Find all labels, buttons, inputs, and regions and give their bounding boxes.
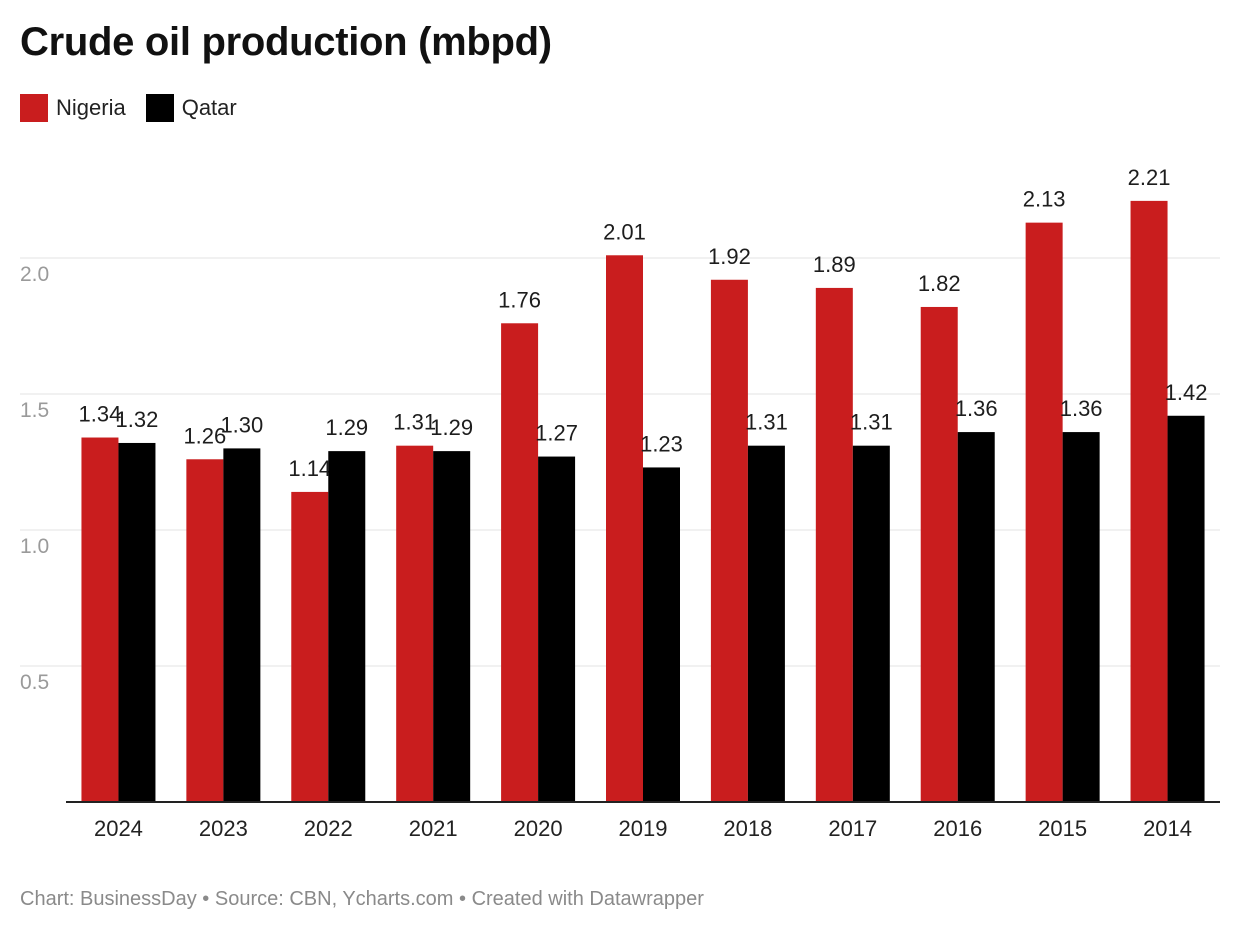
bar-qatar-2014	[1167, 415, 1205, 802]
data-label-qatar-2016: 1.36	[955, 396, 998, 421]
bar-qatar-2017	[852, 445, 890, 802]
bar-nigeria-2020	[501, 323, 539, 802]
legend-label-nigeria: Nigeria	[56, 95, 126, 120]
data-label-qatar-2017: 1.31	[850, 410, 893, 435]
bar-qatar-2019	[643, 467, 680, 802]
bar-qatar-2016	[957, 432, 995, 802]
bar-nigeria-2016	[920, 306, 958, 802]
x-tick-label: 2020	[514, 816, 563, 841]
x-tick-label: 2019	[619, 816, 668, 841]
bar-nigeria-2018	[710, 279, 748, 802]
data-label-qatar-2014: 1.42	[1165, 380, 1208, 405]
chart-footer: Chart: BusinessDay • Source: CBN, Ychart…	[20, 888, 704, 910]
x-tick-label: 2016	[933, 816, 982, 841]
legend-item-nigeria: Nigeria	[20, 94, 126, 122]
bar-nigeria-2015	[1025, 222, 1063, 802]
data-label-nigeria-2017: 1.89	[813, 252, 856, 277]
y-tick-label: 0.5	[20, 671, 49, 694]
data-label-nigeria-2015: 2.13	[1023, 187, 1066, 212]
data-label-qatar-2021: 1.29	[430, 415, 473, 440]
legend-label-qatar: Qatar	[181, 95, 237, 120]
x-tick-label: 2015	[1038, 816, 1087, 841]
chart-title: Crude oil production (mbpd)	[20, 20, 552, 64]
data-label-nigeria-2016: 1.82	[918, 271, 961, 296]
bar-nigeria-2022	[291, 491, 329, 802]
data-label-qatar-2022: 1.29	[325, 415, 368, 440]
bar-nigeria-2014	[1130, 200, 1168, 802]
bar-qatar-2022	[328, 451, 366, 802]
bar-qatar-2021	[433, 451, 471, 802]
bar-qatar-2023	[223, 448, 261, 802]
bar-qatar-2024	[118, 442, 156, 802]
bar-qatar-2020	[538, 456, 576, 802]
data-label-nigeria-2020: 1.76	[498, 287, 541, 312]
data-label-nigeria-2021: 1.31	[393, 410, 436, 435]
legend-item-qatar: Qatar	[145, 94, 237, 122]
bar-nigeria-2021	[396, 445, 434, 802]
data-label-qatar-2019: 1.23	[640, 431, 683, 456]
data-label-qatar-2020: 1.27	[535, 421, 578, 446]
y-tick-label: 1.0	[20, 535, 49, 558]
x-tick-label: 2018	[723, 816, 772, 841]
bar-nigeria-2019	[606, 255, 643, 802]
data-label-qatar-2018: 1.31	[745, 410, 788, 435]
bar-qatar-2018	[747, 445, 785, 802]
legend-swatch-qatar	[145, 94, 174, 122]
bar-nigeria-2017	[815, 287, 853, 802]
bar-nigeria-2024	[81, 437, 119, 802]
x-tick-label: 2024	[94, 816, 143, 841]
legend-swatch-nigeria	[20, 94, 48, 122]
data-label-nigeria-2023: 1.26	[183, 423, 226, 448]
data-label-nigeria-2019: 2.01	[603, 219, 646, 244]
x-tick-label: 2022	[304, 816, 353, 841]
bar-nigeria-2023	[186, 459, 224, 802]
data-label-qatar-2015: 1.36	[1060, 396, 1103, 421]
x-tick-label: 2023	[199, 816, 248, 841]
data-label-qatar-2023: 1.30	[220, 412, 263, 437]
x-tick-label: 2014	[1143, 816, 1192, 841]
x-tick-label: 2017	[828, 816, 877, 841]
data-label-nigeria-2014: 2.21	[1128, 165, 1171, 190]
data-label-nigeria-2018: 1.92	[708, 244, 751, 269]
y-tick-label: 2.0	[20, 263, 49, 286]
y-tick-label: 1.5	[20, 399, 49, 422]
x-tick-label: 2021	[409, 816, 458, 841]
data-label-nigeria-2022: 1.14	[288, 456, 331, 481]
data-label-qatar-2024: 1.32	[116, 407, 159, 432]
bar-qatar-2015	[1062, 432, 1100, 802]
data-label-nigeria-2024: 1.34	[79, 402, 122, 427]
legend: Nigeria Qatar	[20, 94, 237, 122]
